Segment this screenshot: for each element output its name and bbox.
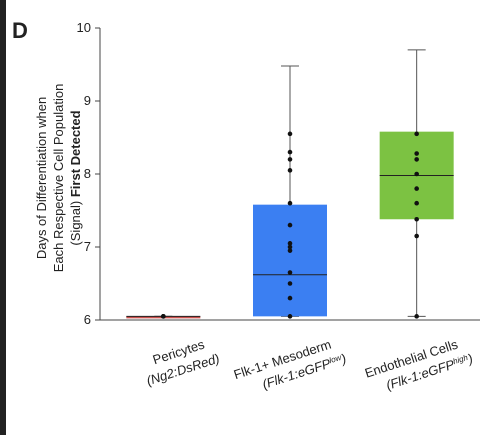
edge-strip	[0, 0, 6, 435]
y-axis-label-part: Days of Differentiation when	[34, 97, 49, 259]
data-point	[288, 223, 293, 228]
data-point	[288, 157, 293, 162]
y-tick-label: 6	[84, 312, 91, 327]
data-point	[288, 241, 293, 246]
data-point	[414, 157, 419, 162]
data-point	[161, 314, 166, 319]
y-axis-label: (Signal) First Detected	[68, 110, 83, 245]
y-axis-label-part: Each Respective Cell Population	[51, 84, 66, 273]
data-point	[288, 201, 293, 206]
data-point	[414, 201, 419, 206]
y-tick-label: 10	[77, 20, 91, 35]
x-tick-label-group: Flk-1+ Mesoderm(Flk-1:eGFPlow)	[232, 333, 348, 399]
data-point	[414, 172, 419, 177]
data-point	[288, 296, 293, 301]
data-point	[288, 281, 293, 286]
data-point	[414, 151, 419, 156]
data-point	[414, 234, 419, 239]
data-point	[288, 168, 293, 173]
data-point	[288, 270, 293, 275]
data-point	[288, 150, 293, 155]
y-axis-label: Days of Differentiation when	[34, 97, 49, 259]
data-point	[414, 217, 419, 222]
data-point	[414, 132, 419, 137]
y-axis-label: Each Respective Cell Population	[51, 84, 66, 273]
x-tick-label-group: Endothelial Cells(Flk-1:eGFPhigh)	[363, 333, 475, 397]
y-tick-label: 7	[84, 239, 91, 254]
data-point	[414, 186, 419, 191]
y-tick-label: 9	[84, 93, 91, 108]
x-tick-label-group: Pericytes(Ng2:DsRed)	[139, 333, 221, 388]
data-point	[414, 314, 419, 319]
y-tick-label: 8	[84, 166, 91, 181]
chart: D 6 7 8 9 10 Days of Differentiation whenEach…	[0, 0, 492, 435]
panel-label: D	[12, 18, 28, 43]
data-point	[288, 132, 293, 137]
y-axis-label-part: First Detected	[68, 110, 83, 197]
data-point	[288, 314, 293, 319]
y-axis-label-part: (Signal)	[68, 197, 83, 245]
